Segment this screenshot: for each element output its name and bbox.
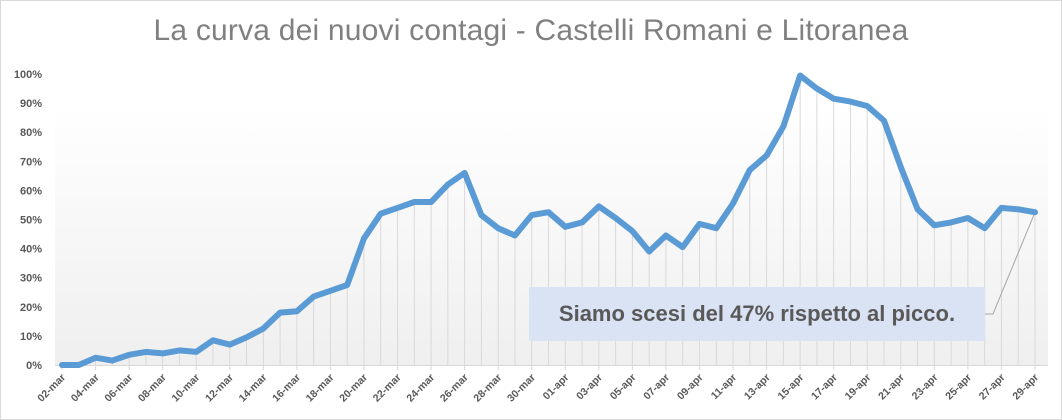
x-tick-label: 11-apr bbox=[709, 372, 739, 402]
y-tick-label: 80% bbox=[20, 127, 42, 139]
x-tick-label: 26-mar bbox=[438, 372, 471, 405]
x-tick-label: 10-mar bbox=[169, 372, 202, 405]
x-tick-label: 08-mar bbox=[136, 372, 169, 405]
x-tick-label: 02-mar bbox=[35, 372, 68, 405]
x-tick-label: 27-apr bbox=[977, 372, 1008, 403]
x-tick-label: 01-apr bbox=[541, 372, 572, 403]
x-tick-label: 18-mar bbox=[304, 372, 337, 405]
x-tick-label: 30-mar bbox=[505, 372, 538, 405]
x-tick-label: 04-mar bbox=[69, 372, 102, 405]
y-tick-label: 0% bbox=[26, 360, 42, 372]
series-line-contagi bbox=[59, 72, 1038, 368]
x-tick-label: 07-apr bbox=[641, 372, 672, 403]
y-axis-labels: 0% 10% 20% 30% 40% 50% 60% 70% 80% 90% 100% bbox=[14, 69, 42, 372]
x-tick-label: 29-apr bbox=[1010, 372, 1041, 403]
x-tick-label: 09-apr bbox=[675, 372, 706, 403]
x-tick-label: 17-apr bbox=[809, 372, 840, 403]
callout-leader-line bbox=[985, 212, 1036, 315]
chart-title: La curva dei nuovi contagi - Castelli Ro… bbox=[153, 14, 909, 47]
y-tick-label: 90% bbox=[20, 98, 42, 110]
x-tick-label: 03-apr bbox=[574, 372, 605, 403]
y-tick-label: 60% bbox=[20, 185, 42, 197]
x-tick-label: 21-apr bbox=[876, 372, 907, 403]
x-tick-label: 19-apr bbox=[843, 372, 874, 403]
y-tick-label: 20% bbox=[20, 302, 42, 314]
x-tick-label: 13-apr bbox=[742, 372, 773, 403]
x-tick-label: 22-mar bbox=[371, 372, 404, 405]
y-tick-label: 100% bbox=[14, 69, 42, 81]
x-tick-label: 15-apr bbox=[775, 372, 806, 403]
y-tick-label: 70% bbox=[20, 156, 42, 168]
x-tick-label: 14-mar bbox=[237, 372, 270, 405]
y-tick-label: 30% bbox=[20, 273, 42, 285]
x-axis-labels: 02-mar 04-mar 06-mar 08-mar 10-mar 12-mar 14-m… bbox=[35, 372, 1041, 405]
x-tick-label: 23-apr bbox=[910, 372, 941, 403]
x-tick-label: 24-mar bbox=[404, 372, 437, 405]
x-tick-label: 25-apr bbox=[943, 372, 974, 403]
x-axis-ticks bbox=[61, 365, 1036, 370]
y-tick-label: 10% bbox=[20, 331, 42, 343]
annotation-callout: Siamo scesi del 47% rispetto al picco. bbox=[529, 287, 985, 341]
annotation-text: Siamo scesi del 47% rispetto al picco. bbox=[558, 301, 956, 326]
x-tick-label: 06-mar bbox=[102, 372, 135, 405]
y-tick-label: 40% bbox=[20, 244, 42, 256]
x-tick-label: 20-mar bbox=[337, 372, 370, 405]
x-tick-label: 28-mar bbox=[471, 372, 504, 405]
y-tick-label: 50% bbox=[20, 215, 42, 227]
x-tick-label: 12-mar bbox=[203, 372, 236, 405]
x-tick-label: 05-apr bbox=[608, 372, 639, 403]
x-tick-label: 16-mar bbox=[270, 372, 303, 405]
